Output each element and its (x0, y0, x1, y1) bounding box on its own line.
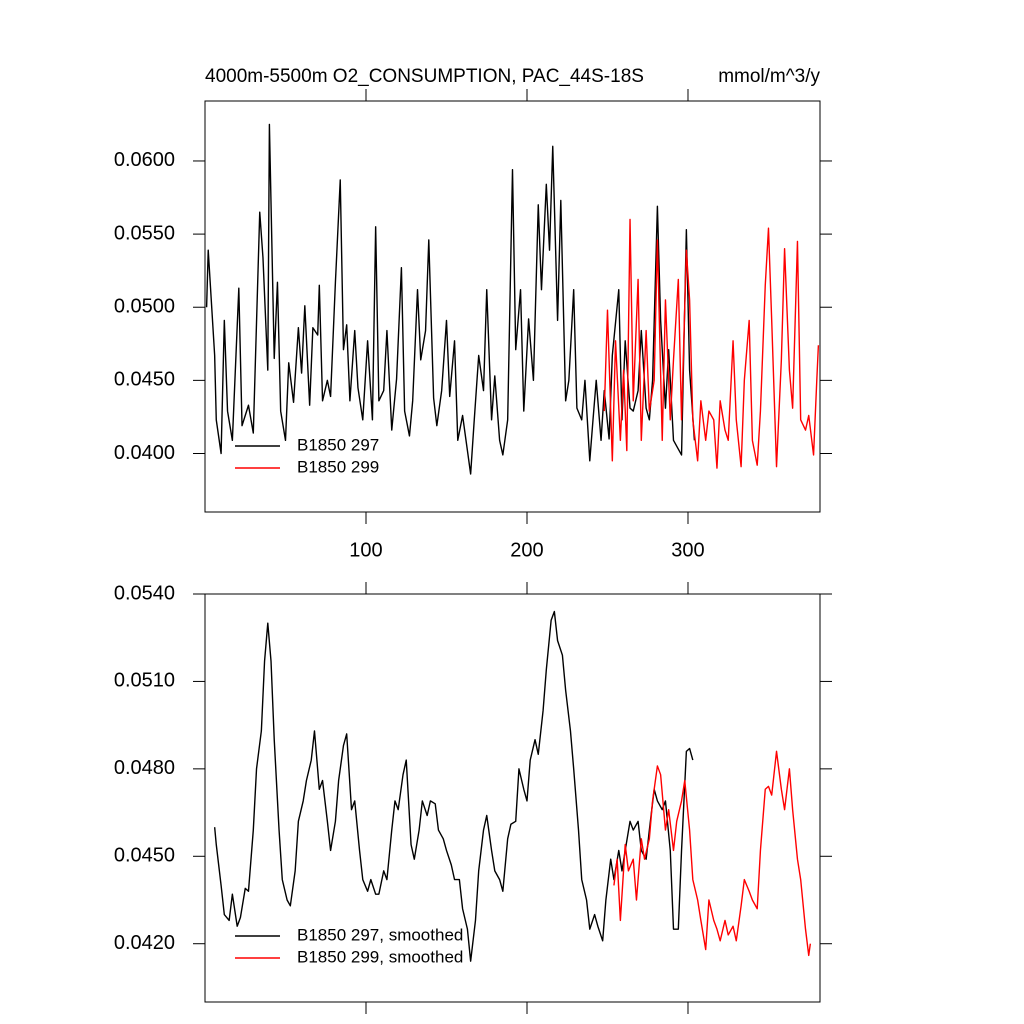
x-tick-label: 100 (349, 539, 382, 561)
y-tick-label: 0.0510 (114, 670, 175, 692)
x-tick-label: 300 (671, 539, 704, 561)
legend-label: B1850 299, smoothed (297, 947, 463, 966)
y-tick-label: 0.0450 (114, 369, 175, 391)
data-line (613, 750, 812, 957)
y-tick-label: 0.0600 (114, 149, 175, 171)
data-line (205, 123, 696, 475)
y-tick-label: 0.0550 (114, 222, 175, 244)
y-tick-label: 0.0500 (114, 296, 175, 318)
chart-title: 4000m-5500m O2_CONSUMPTION, PAC_44S-18S (205, 66, 644, 87)
plot-frame (204, 100, 821, 513)
plot-frame (204, 593, 821, 1003)
legend-label: B1850 299 (297, 457, 379, 476)
legend-label: B1850 297, smoothed (297, 925, 463, 944)
x-tick-label: 200 (510, 539, 543, 561)
y-tick-label: 0.0420 (114, 932, 175, 954)
data-line (213, 610, 694, 962)
y-tick-label: 0.0480 (114, 757, 175, 779)
units-label: mmol/m^3/y (718, 66, 820, 87)
y-tick-label: 0.0540 (114, 582, 175, 604)
y-tick-label: 0.0450 (114, 845, 175, 867)
data-line (603, 218, 820, 469)
legend-label: B1850 297 (297, 435, 379, 454)
y-tick-label: 0.0400 (114, 442, 175, 464)
